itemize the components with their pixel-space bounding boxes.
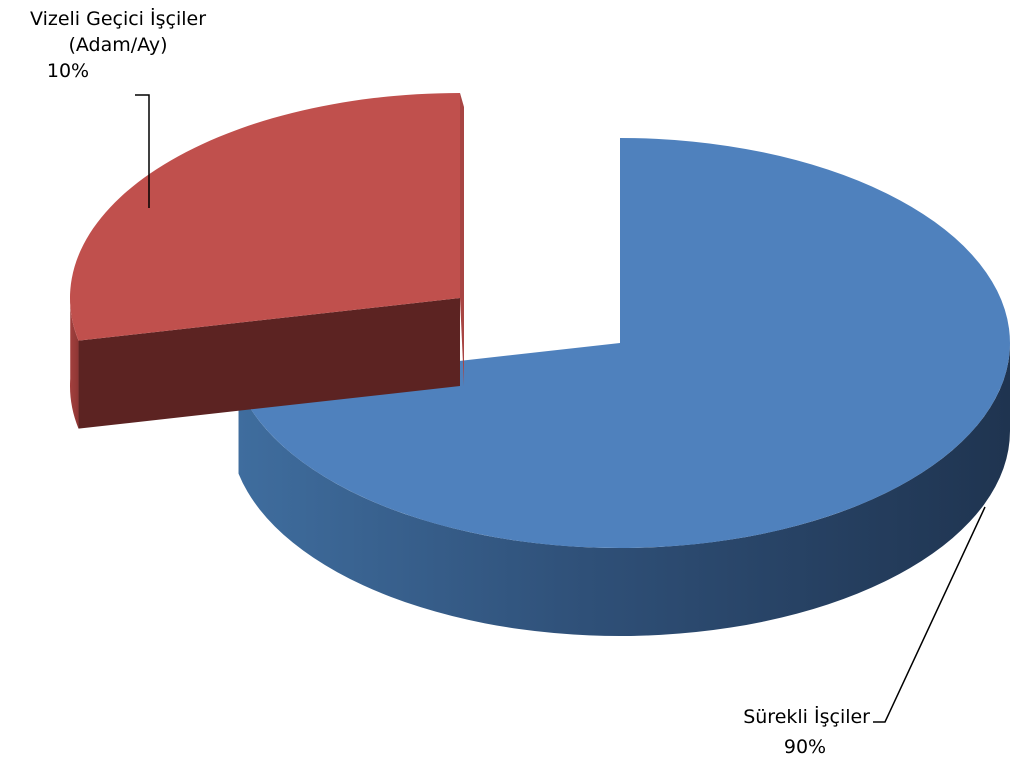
slice-temporary-workers-side bbox=[70, 290, 79, 429]
slice-temporary-workers bbox=[70, 93, 464, 429]
slice-label-temporary-workers: Vizeli Geçici İşçiler (Adam/Ay) 10% bbox=[0, 6, 236, 84]
slice-permanent-workers-top bbox=[238, 138, 1010, 548]
slice-temporary-workers-right-edge bbox=[460, 93, 464, 386]
slice-label-permanent-workers: Sürekli İşçiler bbox=[700, 704, 870, 730]
slice-temporary-workers-cut bbox=[78, 298, 461, 429]
slice-label-temporary-workers-line1: Vizeli Geçici İşçiler bbox=[29, 8, 207, 30]
slice-permanent-workers-side bbox=[238, 343, 1010, 636]
slice-temporary-workers-top bbox=[70, 93, 461, 341]
slice-label-permanent-workers-line1: Sürekli İşçiler bbox=[743, 706, 870, 728]
slice-label-temporary-workers-line2: (Adam/Ay) bbox=[68, 34, 168, 56]
slice-value-temporary-workers: 10% bbox=[46, 60, 90, 82]
leader-line-temporary-workers bbox=[135, 94, 150, 208]
slice-permanent-workers bbox=[238, 138, 1010, 636]
leader-line-permanent-workers bbox=[873, 506, 986, 723]
slice-value-permanent-workers: 90% bbox=[783, 736, 827, 758]
